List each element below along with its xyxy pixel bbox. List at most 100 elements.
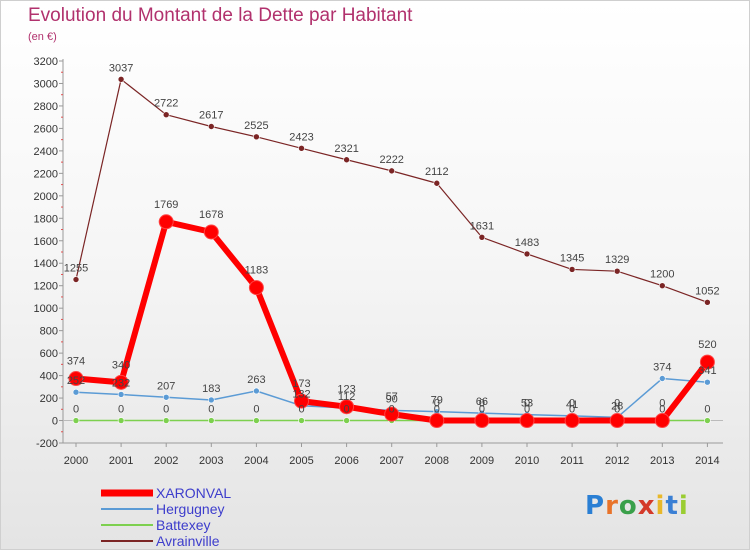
data-point-avrainville — [658, 282, 666, 290]
data-point-hergugney — [162, 393, 170, 401]
data-point-avrainville — [298, 144, 305, 152]
data-point-xaronval — [429, 413, 445, 429]
x-tick-label: 2005 — [289, 455, 313, 467]
data-label-hergugney: 132 — [292, 389, 310, 401]
data-point-hergugney — [704, 378, 711, 386]
data-label-battexey: 0 — [298, 404, 304, 416]
data-point-battexey — [298, 417, 305, 424]
y-tick-label: 3200 — [34, 56, 58, 68]
data-point-xaronval — [68, 371, 84, 387]
data-label-hergugney: 90 — [386, 393, 398, 405]
data-label-battexey: 0 — [524, 404, 530, 416]
data-label-xaronval: 173 — [292, 378, 310, 390]
y-tick-label: 400 — [40, 371, 58, 383]
data-point-hergugney — [72, 388, 80, 396]
x-tick-label: 2001 — [109, 455, 133, 467]
data-label-hergugney: 207 — [157, 380, 175, 392]
x-tick-label: 2011 — [560, 455, 584, 467]
data-point-xaronval — [158, 214, 174, 230]
x-tick-label: 2012 — [605, 455, 629, 467]
y-tick-label: 0 — [52, 416, 58, 428]
data-label-avrainville: 2222 — [379, 154, 403, 166]
data-point-xaronval — [564, 413, 580, 429]
data-label-xaronval: 0 — [524, 398, 530, 410]
data-point-hergugney — [117, 391, 125, 398]
data-label-avrainville: 1329 — [605, 254, 629, 266]
y-tick-label: 3000 — [34, 78, 58, 90]
data-point-avrainville — [613, 267, 621, 275]
data-point-battexey — [253, 417, 260, 424]
data-label-avrainville: 1255 — [64, 263, 88, 275]
data-point-xaronval — [699, 354, 715, 370]
data-label-avrainville: 1200 — [650, 269, 674, 281]
legend-swatches — [101, 489, 153, 542]
chart-lines — [68, 76, 715, 429]
data-point-battexey — [162, 417, 170, 424]
legend-label-avrainville: Avrainville — [156, 533, 220, 549]
x-tick-label: 2010 — [515, 455, 539, 467]
data-label-hergugney: 28 — [611, 400, 623, 412]
x-tick-label: 2006 — [334, 455, 358, 467]
data-point-battexey — [704, 417, 711, 424]
data-point-avrainville — [253, 133, 260, 141]
data-label-hergugney: 341 — [698, 365, 716, 377]
chart-title: Evolution du Montant de la Dette par Hab… — [28, 5, 413, 26]
data-label-hergugney: 232 — [112, 377, 130, 389]
data-label-battexey: 0 — [208, 404, 214, 416]
data-point-battexey — [343, 417, 350, 424]
data-point-xaronval — [474, 413, 490, 429]
data-point-hergugney — [253, 387, 260, 395]
data-label-avrainville: 2617 — [199, 110, 223, 122]
data-label-hergugney: 252 — [67, 375, 85, 387]
data-point-avrainville — [72, 276, 80, 283]
data-label-hergugney: 41 — [566, 399, 578, 411]
data-point-avrainville — [343, 156, 350, 164]
y-tick-label: 1200 — [34, 281, 58, 293]
data-point-avrainville — [478, 233, 486, 241]
data-label-battexey: 0 — [659, 404, 665, 416]
y-tick-label: 1000 — [34, 303, 58, 315]
data-point-xaronval — [384, 406, 400, 422]
y-tick-label: -200 — [36, 438, 58, 450]
proxiti-logo: Proxiti — [585, 491, 689, 521]
y-tick-label: 2800 — [34, 101, 58, 113]
data-point-avrainville — [117, 76, 125, 83]
data-point-battexey — [117, 417, 125, 424]
y-tick-label: 2400 — [34, 146, 58, 158]
x-tick-label: 2003 — [199, 455, 223, 467]
data-point-xaronval — [203, 224, 219, 240]
data-label-battexey: 0 — [434, 404, 440, 416]
y-tick-label: 1800 — [34, 213, 58, 225]
legend-label-xaronval: XARONVAL — [156, 485, 232, 501]
data-label-battexey: 0 — [614, 404, 620, 416]
data-point-xaronval — [609, 413, 625, 429]
data-label-xaronval: 0 — [569, 398, 575, 410]
x-tick-label: 2014 — [695, 455, 719, 467]
data-label-battexey: 0 — [479, 404, 485, 416]
data-label-hergugney: 374 — [653, 362, 671, 374]
data-point-avrainville — [208, 123, 215, 130]
data-point-avrainville — [433, 179, 441, 187]
data-label-hergugney: 112 — [338, 391, 356, 403]
x-tick-label: 2013 — [650, 455, 674, 467]
x-tick-label: 2007 — [379, 455, 403, 467]
data-point-avrainville — [568, 266, 576, 273]
data-label-avrainville: 2321 — [334, 143, 358, 155]
data-label-battexey: 0 — [163, 404, 169, 416]
data-label-hergugney: 53 — [521, 398, 533, 410]
data-point-xaronval — [248, 280, 264, 296]
y-tick-label: 1600 — [34, 236, 58, 248]
data-label-xaronval: 520 — [698, 339, 716, 351]
data-point-avrainville — [162, 111, 170, 119]
data-point-xaronval — [294, 393, 309, 409]
data-label-battexey: 0 — [569, 404, 575, 416]
data-point-xaronval — [654, 413, 670, 429]
data-label-xaronval: 123 — [337, 384, 355, 396]
data-label-xaronval: 0 — [434, 398, 440, 410]
data-label-battexey: 0 — [704, 404, 710, 416]
data-label-xaronval: 0 — [659, 398, 665, 410]
data-label-battexey: 0 — [389, 404, 395, 416]
